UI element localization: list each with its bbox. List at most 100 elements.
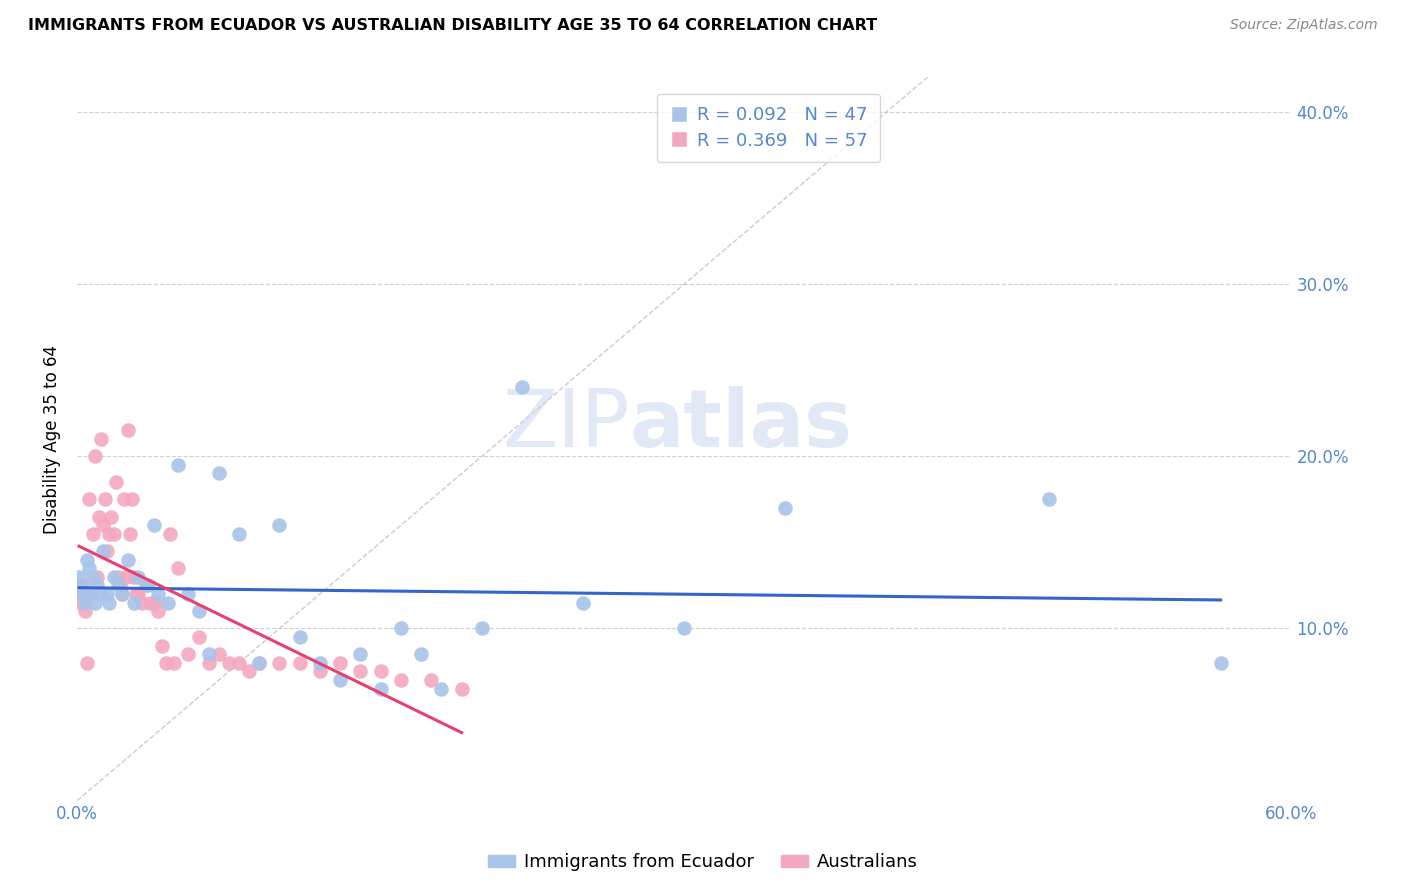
Point bbox=[163, 656, 186, 670]
Point bbox=[146, 604, 169, 618]
Point bbox=[94, 492, 117, 507]
Point bbox=[450, 681, 472, 696]
Point bbox=[1209, 656, 1232, 670]
Legend: R = 0.092   N = 47, R = 0.369   N = 57: R = 0.092 N = 47, R = 0.369 N = 57 bbox=[657, 94, 880, 162]
Point bbox=[228, 656, 250, 670]
Point bbox=[100, 509, 122, 524]
Point bbox=[107, 570, 129, 584]
Point bbox=[218, 656, 240, 670]
Point bbox=[349, 647, 371, 661]
Point bbox=[136, 578, 159, 592]
Point bbox=[98, 526, 121, 541]
Point bbox=[389, 673, 412, 687]
Point bbox=[72, 578, 94, 592]
Point bbox=[104, 475, 127, 489]
Point bbox=[90, 587, 112, 601]
Point bbox=[127, 570, 149, 584]
Point bbox=[197, 656, 219, 670]
Point bbox=[309, 665, 332, 679]
Point bbox=[125, 587, 148, 601]
Point bbox=[269, 656, 291, 670]
Point bbox=[89, 509, 111, 524]
Point bbox=[155, 656, 177, 670]
Point bbox=[98, 596, 121, 610]
Point bbox=[349, 665, 371, 679]
Point bbox=[228, 526, 250, 541]
Point bbox=[187, 604, 209, 618]
Point bbox=[177, 587, 200, 601]
Point bbox=[67, 587, 90, 601]
Point bbox=[135, 578, 157, 592]
Point bbox=[420, 673, 443, 687]
Point bbox=[143, 596, 166, 610]
Point bbox=[143, 518, 166, 533]
Point bbox=[90, 432, 112, 446]
Point bbox=[111, 587, 132, 601]
Point bbox=[108, 578, 131, 592]
Point bbox=[77, 492, 100, 507]
Point bbox=[67, 570, 90, 584]
Point bbox=[370, 681, 392, 696]
Point bbox=[775, 500, 797, 515]
Point bbox=[309, 656, 332, 670]
Point bbox=[70, 596, 93, 610]
Point bbox=[329, 656, 352, 670]
Point bbox=[572, 596, 595, 610]
Point bbox=[512, 380, 534, 394]
Point bbox=[121, 492, 143, 507]
Point bbox=[159, 526, 181, 541]
Point bbox=[208, 467, 231, 481]
Point bbox=[208, 647, 231, 661]
Point bbox=[118, 526, 141, 541]
Point bbox=[111, 587, 132, 601]
Text: atlas: atlas bbox=[630, 385, 853, 464]
Point bbox=[93, 544, 115, 558]
Point bbox=[117, 552, 139, 566]
Point bbox=[238, 665, 260, 679]
Point bbox=[1038, 492, 1060, 507]
Point bbox=[82, 526, 104, 541]
Point bbox=[96, 587, 118, 601]
Point bbox=[75, 604, 97, 618]
Point bbox=[269, 518, 291, 533]
Text: IMMIGRANTS FROM ECUADOR VS AUSTRALIAN DISABILITY AGE 35 TO 64 CORRELATION CHART: IMMIGRANTS FROM ECUADOR VS AUSTRALIAN DI… bbox=[28, 18, 877, 33]
Point bbox=[247, 656, 270, 670]
Point bbox=[411, 647, 433, 661]
Point bbox=[157, 596, 180, 610]
Legend: Immigrants from Ecuador, Australians: Immigrants from Ecuador, Australians bbox=[481, 847, 925, 879]
Point bbox=[329, 673, 352, 687]
Point bbox=[177, 647, 200, 661]
Point bbox=[93, 518, 115, 533]
Point bbox=[167, 561, 190, 575]
Point bbox=[76, 656, 98, 670]
Point bbox=[80, 587, 103, 601]
Point bbox=[197, 647, 219, 661]
Point bbox=[288, 630, 311, 644]
Point bbox=[122, 596, 145, 610]
Point bbox=[76, 552, 98, 566]
Point bbox=[247, 656, 270, 670]
Point bbox=[72, 587, 94, 601]
Point bbox=[80, 587, 103, 601]
Point bbox=[131, 596, 153, 610]
Point bbox=[146, 587, 169, 601]
Point bbox=[122, 570, 145, 584]
Point bbox=[82, 570, 104, 584]
Text: Source: ZipAtlas.com: Source: ZipAtlas.com bbox=[1230, 18, 1378, 32]
Point bbox=[673, 622, 696, 636]
Point bbox=[86, 570, 108, 584]
Point bbox=[187, 630, 209, 644]
Text: ZIP: ZIP bbox=[502, 385, 630, 464]
Point bbox=[84, 449, 107, 463]
Point bbox=[150, 639, 173, 653]
Point bbox=[117, 424, 139, 438]
Point bbox=[75, 596, 97, 610]
Point bbox=[139, 596, 162, 610]
Point bbox=[107, 578, 129, 592]
Point bbox=[86, 578, 108, 592]
Point bbox=[167, 458, 190, 472]
Point bbox=[389, 622, 412, 636]
Point bbox=[103, 570, 125, 584]
Point bbox=[288, 656, 311, 670]
Point bbox=[114, 570, 136, 584]
